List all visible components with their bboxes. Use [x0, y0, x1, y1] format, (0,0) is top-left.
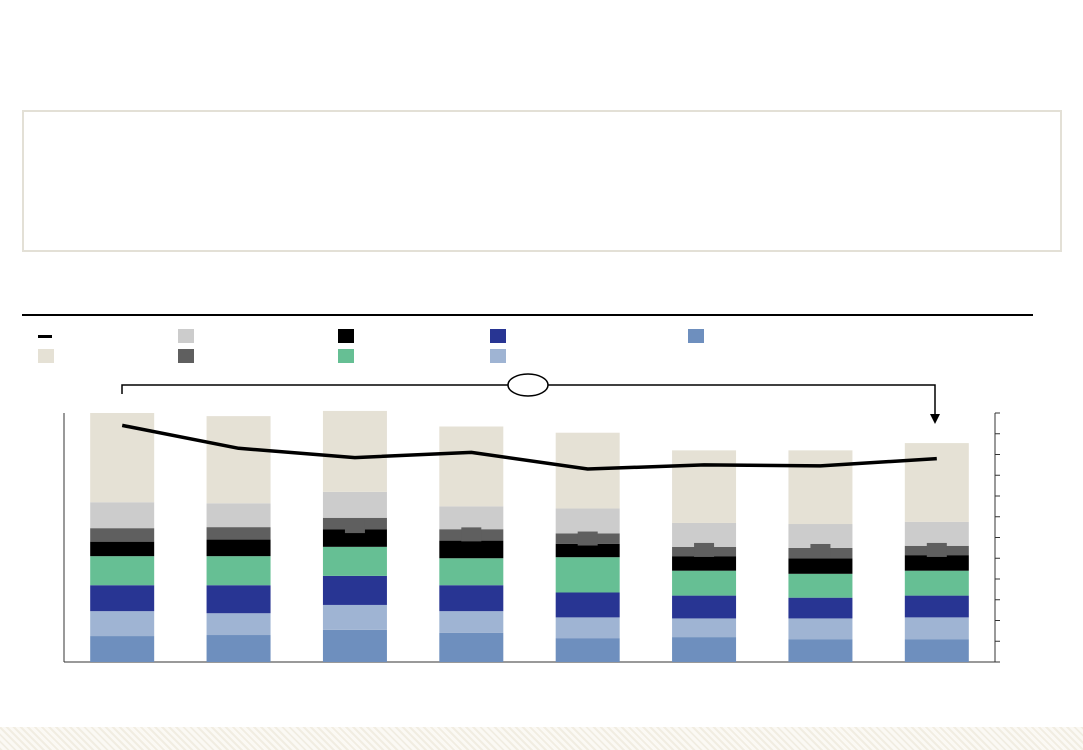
- bar-segment: [788, 639, 853, 662]
- bar-stack: [322, 410, 387, 662]
- bar-segment: [555, 557, 620, 593]
- growth-bracket: [121, 373, 940, 424]
- bar-segment: [439, 632, 504, 662]
- bar-segment: [672, 556, 737, 571]
- bar-segment: [904, 443, 969, 522]
- bar-segment: [322, 491, 387, 518]
- bar-segment: [672, 450, 737, 523]
- bar-segment: [206, 527, 271, 540]
- marker-point: [694, 542, 715, 557]
- stacked-bar-line-chart: [63, 373, 1000, 663]
- bracket-arrowhead: [930, 414, 940, 424]
- total-line-series: [121, 423, 937, 471]
- bar-segment: [322, 546, 387, 576]
- marker-point: [344, 519, 365, 534]
- bar-segment: [439, 426, 504, 507]
- bar-stack: [206, 416, 271, 662]
- bar-segment: [788, 524, 853, 548]
- bar-segment: [206, 556, 271, 586]
- bar-segment: [90, 502, 155, 529]
- bar-segment: [788, 618, 853, 640]
- marker-point: [810, 543, 831, 558]
- bar-segment: [555, 638, 620, 662]
- bracket-label-oval: [507, 373, 549, 397]
- bar-segment: [788, 597, 853, 619]
- bar-segment: [322, 575, 387, 605]
- bar-stack: [439, 426, 504, 662]
- bar-segment: [555, 592, 620, 618]
- bar-segment: [439, 558, 504, 586]
- bar-segment: [439, 611, 504, 633]
- bar-segment: [90, 541, 155, 557]
- marker-point: [577, 531, 598, 546]
- bar-segment: [206, 503, 271, 528]
- bar-segment: [322, 604, 387, 630]
- bar-segment: [904, 521, 969, 546]
- bar-segment: [672, 595, 737, 619]
- bar-segment: [788, 558, 853, 574]
- section-rule: [22, 314, 1033, 316]
- bar-segment: [439, 585, 504, 612]
- bar-segment: [206, 635, 271, 662]
- bar-segment: [439, 540, 504, 559]
- bar-segment: [672, 637, 737, 662]
- footer-band: [0, 727, 1083, 750]
- marker-point: [461, 527, 482, 542]
- bar-segment: [555, 617, 620, 639]
- bar-segment: [90, 556, 155, 586]
- bar-segment: [322, 529, 387, 547]
- bar-segment: [206, 613, 271, 636]
- bar-segment: [555, 508, 620, 534]
- bar-stack: [90, 413, 155, 662]
- bar-segment: [322, 410, 387, 492]
- bar-segment: [904, 639, 969, 662]
- bar-segment: [904, 570, 969, 596]
- bar-segment: [206, 539, 271, 557]
- bar-segment: [322, 629, 387, 662]
- bar-segment: [90, 636, 155, 662]
- bar-segment: [90, 585, 155, 612]
- bar-segment: [206, 585, 271, 614]
- bar-segment: [672, 618, 737, 638]
- bar-segment: [672, 522, 737, 547]
- bar-segment: [904, 595, 969, 618]
- bar-segment: [90, 611, 155, 637]
- bar-segment: [788, 450, 853, 525]
- bar-stack: [904, 443, 969, 662]
- summary-text-box: [22, 110, 1062, 252]
- bar-segment: [555, 543, 620, 558]
- bar-segment: [788, 573, 853, 598]
- bar-segment: [206, 416, 271, 504]
- marker-series: [344, 519, 947, 558]
- bar-segment: [904, 617, 969, 640]
- bar-segment: [672, 570, 737, 596]
- bar-segment: [904, 555, 969, 571]
- bar-segment: [439, 506, 504, 530]
- bar-segment: [90, 528, 155, 542]
- bar-stacks: [90, 410, 969, 662]
- chart-axes: [63, 412, 1000, 663]
- total-line: [121, 423, 937, 471]
- marker-point: [926, 542, 947, 557]
